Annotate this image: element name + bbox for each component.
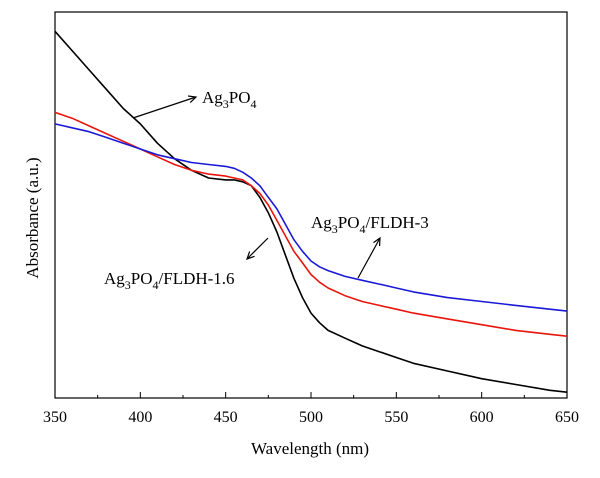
annotation-label-1: Ag3PO4/FLDH-3 [311,213,429,236]
annotation-label-0: Ag3PO4 [202,88,257,111]
series-line-0 [54,30,568,393]
annotation-arrow-2 [246,237,269,260]
x-tick-label: 650 [555,409,579,426]
x-tick-label: 400 [128,409,152,426]
x-tick-label: 550 [384,409,408,426]
annotations: Ag3PO4 Ag3PO4/FLDH-3 Ag3PO4/FLDH-1.6 [104,88,429,292]
x-axis-ticks: 350 400 450 500 550 600 650 [43,392,579,426]
series-line-2 [54,123,568,312]
x-axis-title: Wavelength (nm) [251,439,369,458]
annotation-arrow-1 [357,236,381,279]
plot-area [54,11,568,399]
series-layer [54,30,568,393]
x-tick-label: 350 [43,409,67,426]
x-tick-label: 600 [470,409,494,426]
annotation-label-2: Ag3PO4/FLDH-1.6 [104,269,235,292]
annotation-arrow-0 [132,95,198,119]
plot-frame [54,11,568,399]
y-axis-title: Absorbance (a.u.) [23,157,42,278]
x-tick-label: 450 [214,409,238,426]
x-tick-label: 500 [299,409,323,426]
